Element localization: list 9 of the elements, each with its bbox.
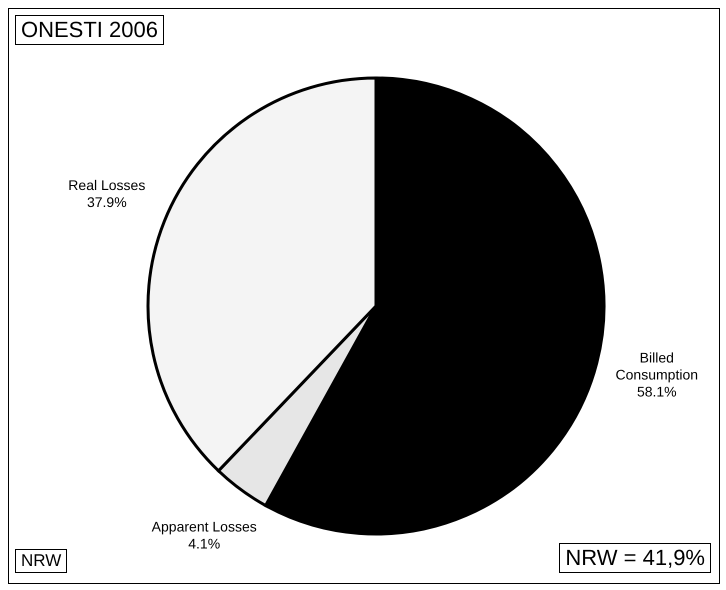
text: NRW — [15, 549, 68, 573]
slice-label: Real Losses — [68, 177, 146, 194]
slice-label: Billed Consumption — [616, 349, 698, 382]
data-label: 58.1% — [636, 383, 677, 400]
data-label: 37.9% — [86, 194, 127, 210]
chart-title: ONESTI 2006 — [15, 15, 164, 45]
text: NRW = 41,9% — [559, 543, 711, 573]
data-label: 4.1% — [188, 536, 220, 552]
slice-label: Apparent Losses — [152, 518, 257, 535]
